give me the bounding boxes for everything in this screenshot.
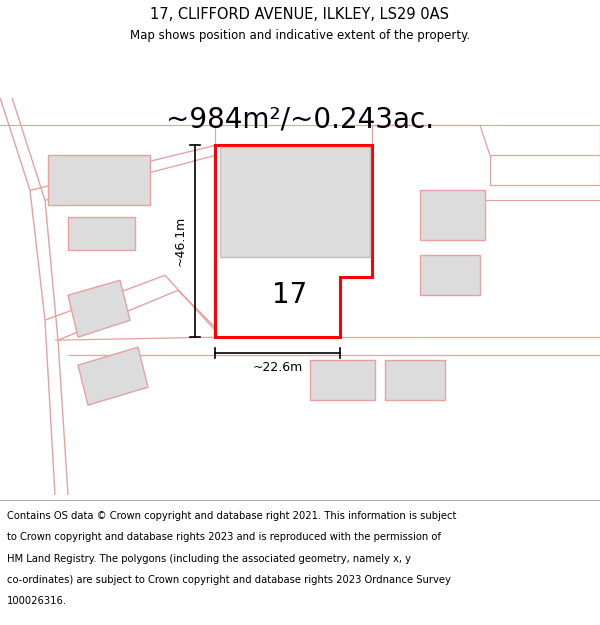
Text: 17: 17 (272, 281, 308, 309)
Text: ~46.1m: ~46.1m (174, 216, 187, 266)
Polygon shape (420, 191, 485, 241)
Polygon shape (310, 360, 375, 400)
Polygon shape (215, 146, 372, 338)
Polygon shape (78, 347, 148, 405)
Polygon shape (220, 148, 370, 258)
Text: HM Land Registry. The polygons (including the associated geometry, namely x, y: HM Land Registry. The polygons (includin… (7, 554, 411, 564)
Polygon shape (385, 360, 445, 400)
Text: 17, CLIFFORD AVENUE, ILKLEY, LS29 0AS: 17, CLIFFORD AVENUE, ILKLEY, LS29 0AS (151, 7, 449, 22)
Polygon shape (48, 156, 150, 206)
Polygon shape (420, 255, 480, 295)
Text: 100026316.: 100026316. (7, 596, 67, 606)
Text: Map shows position and indicative extent of the property.: Map shows position and indicative extent… (130, 29, 470, 42)
Text: to Crown copyright and database rights 2023 and is reproduced with the permissio: to Crown copyright and database rights 2… (7, 532, 441, 542)
Polygon shape (68, 280, 130, 338)
Text: ~984m²/~0.243ac.: ~984m²/~0.243ac. (166, 106, 434, 134)
Text: ~22.6m: ~22.6m (253, 361, 302, 374)
Polygon shape (68, 217, 135, 250)
Text: co-ordinates) are subject to Crown copyright and database rights 2023 Ordnance S: co-ordinates) are subject to Crown copyr… (7, 575, 451, 585)
Text: Contains OS data © Crown copyright and database right 2021. This information is : Contains OS data © Crown copyright and d… (7, 511, 457, 521)
